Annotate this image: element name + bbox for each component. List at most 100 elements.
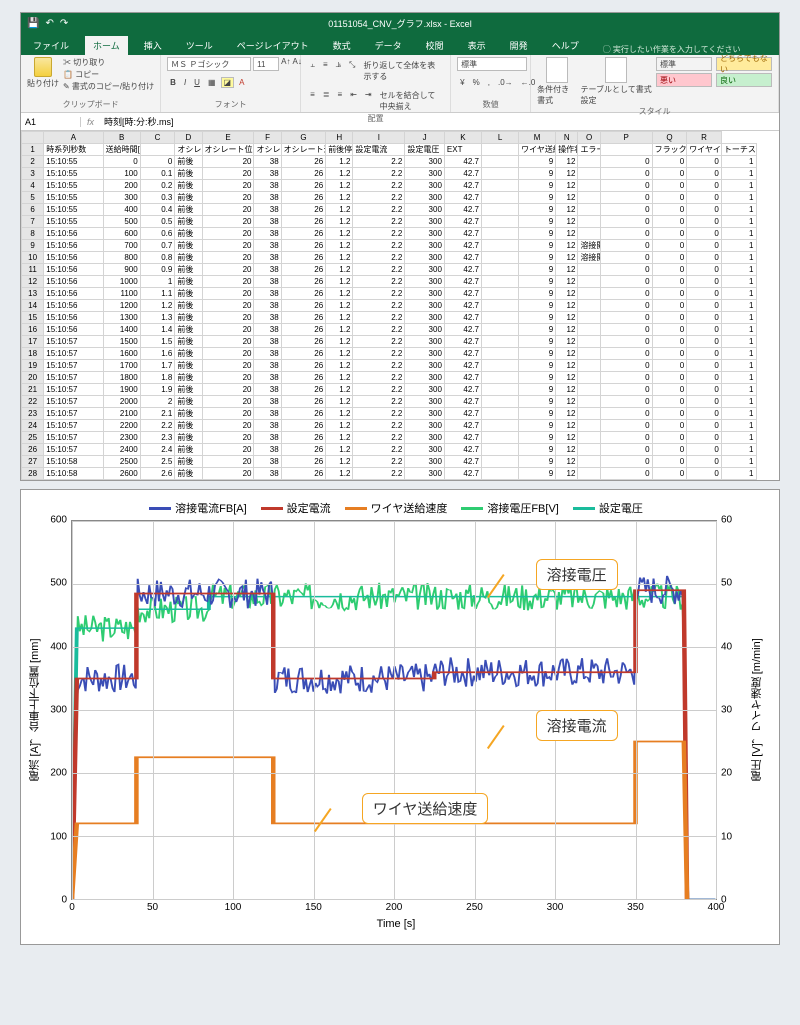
indent-inc-icon[interactable]: ⇥: [362, 89, 375, 113]
cell[interactable]: 2.2: [353, 288, 405, 300]
cell[interactable]: 42.7: [444, 336, 481, 348]
cell[interactable]: 1.7: [140, 360, 175, 372]
cell[interactable]: 1: [721, 456, 756, 468]
cell[interactable]: 12: [556, 300, 578, 312]
cell[interactable]: 2.2: [353, 396, 405, 408]
cell[interactable]: [482, 240, 519, 252]
cell[interactable]: 0: [600, 396, 652, 408]
fx-icon[interactable]: fx: [81, 117, 100, 127]
cell[interactable]: オシレート幅: [254, 144, 281, 156]
cell[interactable]: 42.7: [444, 252, 481, 264]
cell[interactable]: 0: [687, 228, 722, 240]
row-header[interactable]: 25: [22, 432, 44, 444]
cell[interactable]: 500: [103, 216, 140, 228]
row-header[interactable]: 1: [22, 144, 44, 156]
cell[interactable]: 0: [652, 228, 687, 240]
cell[interactable]: 300: [405, 444, 445, 456]
cell[interactable]: 42.7: [444, 432, 481, 444]
cell[interactable]: 9: [519, 192, 556, 204]
cell[interactable]: 15:10:55: [44, 180, 103, 192]
cell[interactable]: 0: [687, 252, 722, 264]
cell[interactable]: 26: [281, 360, 326, 372]
cell[interactable]: 0: [600, 384, 652, 396]
cell[interactable]: 0: [687, 372, 722, 384]
cell[interactable]: 1.2: [140, 300, 175, 312]
cell[interactable]: 前後: [175, 336, 202, 348]
cell[interactable]: 前後: [175, 468, 202, 480]
cell[interactable]: 38: [254, 420, 281, 432]
cell[interactable]: [482, 264, 519, 276]
cell[interactable]: [482, 192, 519, 204]
cell[interactable]: 15:10:58: [44, 468, 103, 480]
cell[interactable]: 20: [202, 312, 254, 324]
cell[interactable]: 時系列秒数: [44, 144, 103, 156]
cell[interactable]: 9: [519, 168, 556, 180]
underline-button[interactable]: U: [191, 77, 203, 88]
cell[interactable]: 前後: [175, 372, 202, 384]
cell[interactable]: 0: [600, 156, 652, 168]
align-left-icon[interactable]: ≡: [307, 89, 318, 113]
cell[interactable]: 15:10:57: [44, 420, 103, 432]
cell[interactable]: 15:10:57: [44, 360, 103, 372]
cell[interactable]: 9: [519, 336, 556, 348]
cell[interactable]: 前後: [175, 180, 202, 192]
cell[interactable]: [578, 192, 600, 204]
col-header[interactable]: N: [556, 132, 578, 144]
cell[interactable]: 1500: [103, 336, 140, 348]
cell[interactable]: 12: [556, 468, 578, 480]
ribbon-tab-3[interactable]: ツール: [178, 36, 221, 55]
cell[interactable]: 38: [254, 192, 281, 204]
cell[interactable]: 0: [652, 456, 687, 468]
cell[interactable]: 1: [721, 156, 756, 168]
cell[interactable]: 2.2: [353, 312, 405, 324]
cell[interactable]: 1200: [103, 300, 140, 312]
cell[interactable]: 15:10:55: [44, 192, 103, 204]
cell[interactable]: 2500: [103, 456, 140, 468]
cell[interactable]: 20: [202, 408, 254, 420]
cell[interactable]: 0: [652, 216, 687, 228]
cell[interactable]: 20: [202, 420, 254, 432]
cell[interactable]: 1000: [103, 276, 140, 288]
cell[interactable]: 26: [281, 168, 326, 180]
cell[interactable]: 9: [519, 372, 556, 384]
cell[interactable]: 38: [254, 276, 281, 288]
cell[interactable]: [482, 396, 519, 408]
cell[interactable]: 0: [600, 264, 652, 276]
indent-dec-icon[interactable]: ⇤: [347, 89, 360, 113]
cell[interactable]: [578, 276, 600, 288]
cell[interactable]: 1: [721, 240, 756, 252]
cell[interactable]: 20: [202, 192, 254, 204]
cell[interactable]: 26: [281, 300, 326, 312]
ribbon-tab-4[interactable]: ページレイアウト: [229, 36, 317, 55]
row-header[interactable]: 3: [22, 168, 44, 180]
cell[interactable]: 26: [281, 156, 326, 168]
cell[interactable]: 1.2: [326, 228, 353, 240]
cell[interactable]: 12: [556, 336, 578, 348]
cell[interactable]: [578, 360, 600, 372]
cell[interactable]: [578, 264, 600, 276]
cell[interactable]: 1.2: [326, 240, 353, 252]
cell[interactable]: 38: [254, 156, 281, 168]
cell[interactable]: 0: [652, 168, 687, 180]
row-header[interactable]: 21: [22, 384, 44, 396]
cut-button[interactable]: ✂ 切り取り: [63, 57, 154, 68]
row-header[interactable]: 8: [22, 228, 44, 240]
row-header[interactable]: 6: [22, 204, 44, 216]
cell[interactable]: 1: [721, 180, 756, 192]
cell[interactable]: 0: [600, 456, 652, 468]
cell[interactable]: [140, 144, 175, 156]
cell[interactable]: 前後: [175, 276, 202, 288]
cell[interactable]: 400: [103, 204, 140, 216]
cell[interactable]: 0: [652, 408, 687, 420]
cell[interactable]: 2.2: [353, 420, 405, 432]
cell[interactable]: 9: [519, 348, 556, 360]
cell[interactable]: 20: [202, 204, 254, 216]
cell[interactable]: 20: [202, 444, 254, 456]
cell[interactable]: 300: [405, 264, 445, 276]
style-neither[interactable]: どちらでもない: [716, 57, 772, 71]
cell[interactable]: [578, 444, 600, 456]
cell[interactable]: 12: [556, 456, 578, 468]
font-grow-icon[interactable]: A↑: [281, 57, 290, 71]
cell[interactable]: 1.2: [326, 468, 353, 480]
cell[interactable]: 12: [556, 396, 578, 408]
